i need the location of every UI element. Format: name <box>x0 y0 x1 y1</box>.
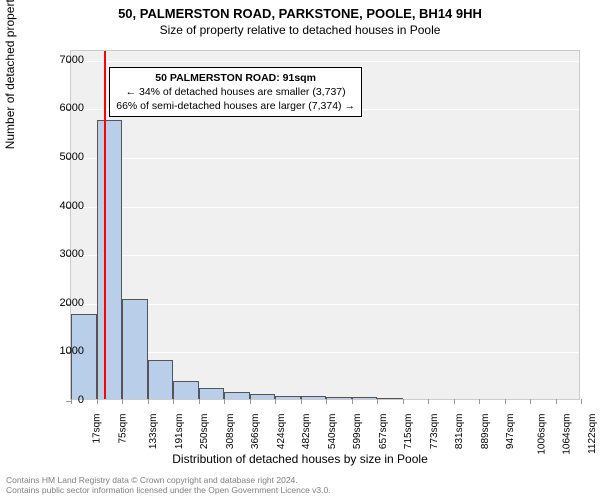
xtick-label: 250sqm <box>199 414 210 450</box>
histogram-bar <box>250 394 276 399</box>
xtick-mark <box>224 399 225 404</box>
ytick-label: 0 <box>78 394 84 406</box>
gridline <box>71 158 579 159</box>
xtick-mark <box>403 399 404 404</box>
xtick-label: 1006sqm <box>536 414 547 455</box>
xtick-label: 1064sqm <box>562 414 573 455</box>
gridline <box>71 207 579 208</box>
xtick-label: 17sqm <box>92 414 103 444</box>
xtick-label: 599sqm <box>352 414 363 450</box>
xtick-label: 773sqm <box>429 414 440 450</box>
histogram-bar <box>173 381 199 399</box>
xtick-mark <box>97 399 98 404</box>
xtick-mark <box>581 399 582 404</box>
xtick-mark <box>122 399 123 404</box>
histogram-bar <box>97 120 123 400</box>
histogram-bar <box>377 398 403 399</box>
histogram-bar <box>148 360 174 399</box>
xtick-label: 889sqm <box>480 414 491 450</box>
ytick-label: 3000 <box>60 248 84 260</box>
ytick-label: 5000 <box>60 151 84 163</box>
xtick-label: 75sqm <box>117 414 128 444</box>
xtick-mark <box>556 399 557 404</box>
plot-zone: 50 PALMERSTON ROAD: 91sqm← 34% of detach… <box>70 50 580 400</box>
annotation-line2: 66% of semi-detached houses are larger (… <box>116 99 355 113</box>
footer-attribution: Contains HM Land Registry data © Crown c… <box>6 475 331 496</box>
chart-title-sub: Size of property relative to detached ho… <box>0 21 600 41</box>
y-axis-label: Number of detached properties <box>3 0 17 149</box>
plot-area: 50 PALMERSTON ROAD: 91sqm← 34% of detach… <box>70 50 580 400</box>
xtick-mark <box>352 399 353 404</box>
footer-line2: Contains public sector information licen… <box>6 485 331 496</box>
histogram-bar <box>326 397 352 399</box>
xtick-mark <box>275 399 276 404</box>
histogram-bar <box>301 396 327 399</box>
xtick-label: 308sqm <box>225 414 236 450</box>
xtick-mark <box>173 399 174 404</box>
ytick-label: 1000 <box>60 345 84 357</box>
annotation-box: 50 PALMERSTON ROAD: 91sqm← 34% of detach… <box>109 67 362 118</box>
histogram-bar <box>122 299 148 399</box>
xtick-label: 947sqm <box>505 414 516 450</box>
xtick-label: 191sqm <box>174 414 185 450</box>
histogram-bar <box>352 397 378 399</box>
footer-line1: Contains HM Land Registry data © Crown c… <box>6 475 331 486</box>
xtick-label: 1122sqm <box>586 414 597 454</box>
xtick-mark <box>71 399 72 404</box>
xtick-mark <box>199 399 200 404</box>
ytick-label: 4000 <box>60 200 84 212</box>
xtick-label: 366sqm <box>250 414 261 450</box>
xtick-mark <box>479 399 480 404</box>
chart-title-main: 50, PALMERSTON ROAD, PARKSTONE, POOLE, B… <box>0 0 600 21</box>
marker-line <box>104 51 106 399</box>
xtick-label: 715sqm <box>403 414 414 450</box>
xtick-mark <box>301 399 302 404</box>
ytick-label: 7000 <box>60 54 84 66</box>
histogram-bar <box>224 392 250 399</box>
xtick-mark <box>428 399 429 404</box>
annotation-title: 50 PALMERSTON ROAD: 91sqm <box>116 71 355 85</box>
xtick-label: 657sqm <box>378 414 389 450</box>
ytick-label: 6000 <box>60 102 84 114</box>
histogram-bar <box>199 388 225 399</box>
chart-container: 50, PALMERSTON ROAD, PARKSTONE, POOLE, B… <box>0 0 600 500</box>
xtick-mark <box>377 399 378 404</box>
xtick-mark <box>454 399 455 404</box>
xtick-mark <box>148 399 149 404</box>
xtick-label: 831sqm <box>454 414 465 450</box>
xtick-label: 133sqm <box>148 414 159 450</box>
xtick-mark <box>530 399 531 404</box>
annotation-line1: ← 34% of detached houses are smaller (3,… <box>116 85 355 99</box>
xtick-mark <box>505 399 506 404</box>
x-axis-label: Distribution of detached houses by size … <box>0 452 600 466</box>
gridline <box>71 255 579 256</box>
xtick-mark <box>250 399 251 404</box>
xtick-label: 424sqm <box>276 414 287 450</box>
gridline <box>71 61 579 62</box>
ytick-label: 2000 <box>60 297 84 309</box>
xtick-label: 482sqm <box>301 414 312 450</box>
histogram-bar <box>275 396 301 399</box>
xtick-mark <box>326 399 327 404</box>
xtick-label: 540sqm <box>327 414 338 450</box>
